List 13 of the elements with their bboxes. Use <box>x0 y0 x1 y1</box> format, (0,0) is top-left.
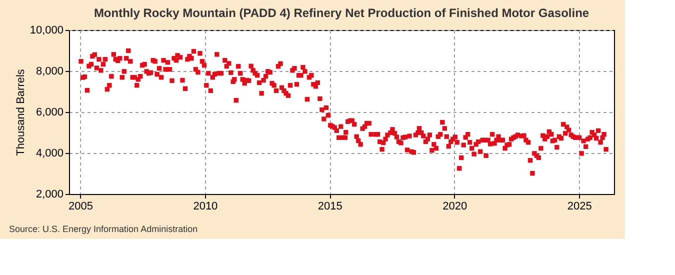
y-tick-label: 4,000 <box>36 148 64 160</box>
y-tick-label: 2,000 <box>36 188 64 200</box>
x-tick-label: 2025 <box>567 200 592 212</box>
x-tick-label: 2020 <box>442 200 468 212</box>
source-note: Source: U.S. Energy Information Administration <box>9 224 198 234</box>
chart-title: Monthly Rocky Mountain (PADD 4) Refinery Net Production of Finished Motor Gasoline <box>94 6 590 20</box>
x-tick-label: 2005 <box>68 200 93 212</box>
y-axis-title: Thousand Barrels <box>14 68 27 156</box>
x-tick-label: 2015 <box>318 200 342 212</box>
y-tick-label: 6,000 <box>36 106 64 118</box>
y-tick-label: 10,000 <box>30 24 64 36</box>
x-tick-label: 2010 <box>193 200 218 212</box>
y-tick-label: 8,000 <box>36 66 64 78</box>
